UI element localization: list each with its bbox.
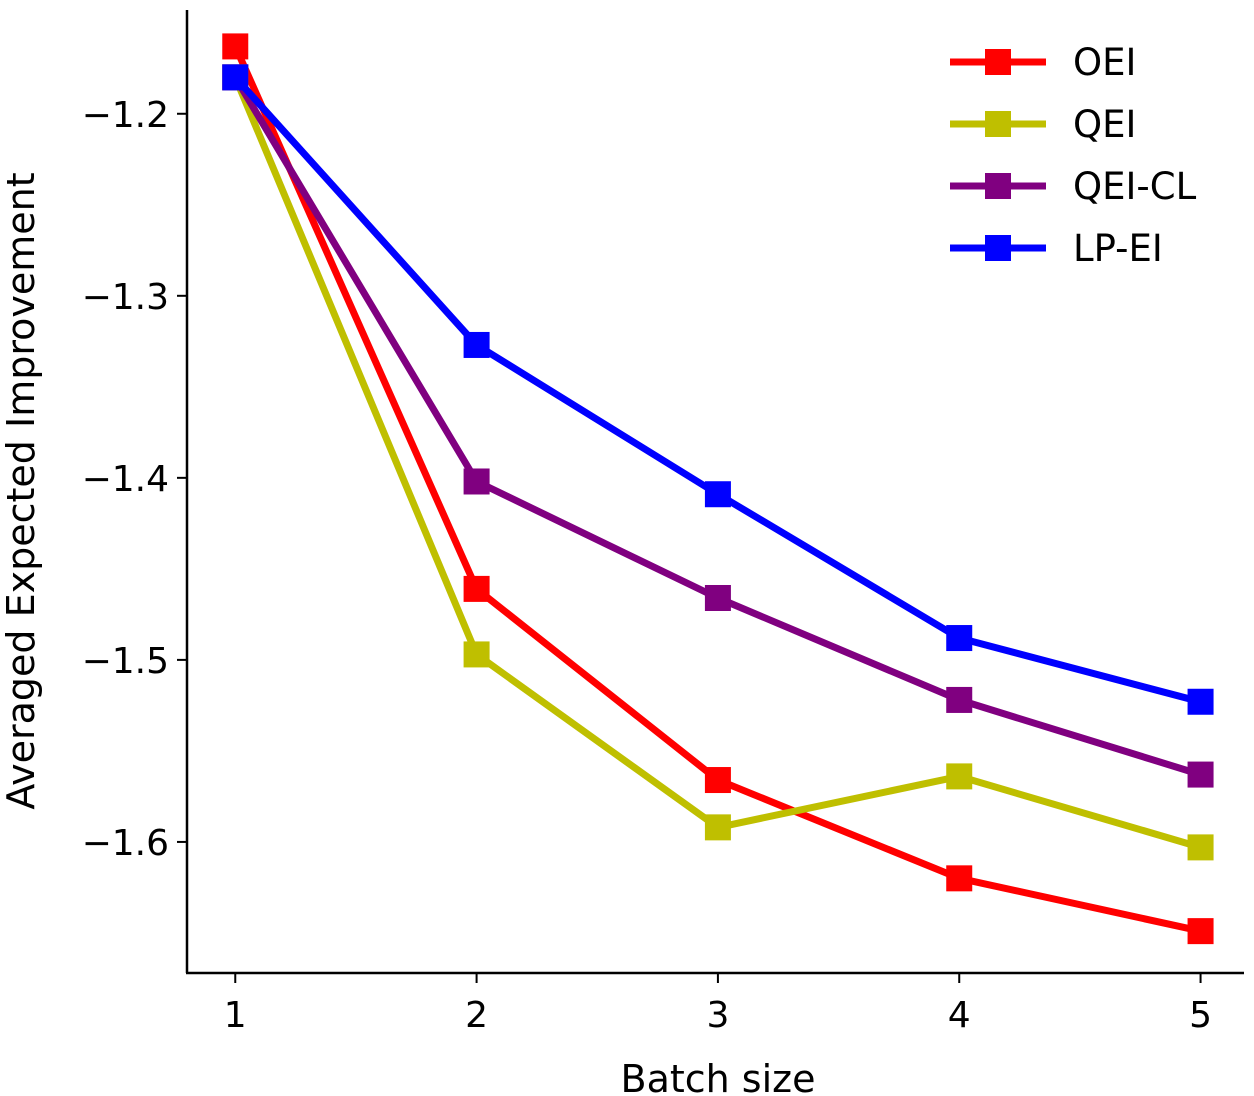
legend-label: QEI-CL <box>1073 165 1197 208</box>
legend-marker <box>985 49 1011 75</box>
data-point <box>946 625 973 652</box>
series-lp-ei <box>222 64 1214 715</box>
data-point <box>222 64 249 91</box>
y-tick-label: −1.6 <box>82 823 169 864</box>
y-tick-label: −1.3 <box>82 277 169 318</box>
legend-entry: LP-EI <box>950 227 1163 270</box>
data-point <box>1187 834 1214 861</box>
data-point <box>704 481 731 508</box>
series-qei <box>222 64 1214 861</box>
x-tick-label: 1 <box>224 995 247 1036</box>
y-axis-label: Averaged Expected Improvement <box>0 172 43 809</box>
y-tick-label: −1.2 <box>82 95 169 136</box>
legend-label: LP-EI <box>1073 227 1163 270</box>
legend-marker <box>985 111 1011 137</box>
axes <box>185 10 1244 975</box>
data-point <box>463 575 490 602</box>
data-point <box>1187 918 1214 945</box>
data-point <box>946 686 973 713</box>
plot-area <box>222 33 1214 945</box>
legend-entry: OEI <box>950 41 1136 84</box>
data-point <box>1187 688 1214 715</box>
data-point <box>222 33 249 60</box>
data-point <box>463 331 490 358</box>
data-point <box>946 763 973 790</box>
data-point <box>704 584 731 611</box>
legend-label: OEI <box>1073 41 1136 84</box>
legend-entry: QEI-CL <box>950 165 1197 208</box>
legend-marker <box>985 173 1011 199</box>
legend: OEI QEI QEI-CL LP-EI <box>950 41 1197 270</box>
data-point <box>704 814 731 841</box>
legend-marker <box>985 235 1011 261</box>
data-point <box>463 641 490 668</box>
x-tick-label: 2 <box>465 995 488 1036</box>
x-tick-label: 4 <box>948 995 971 1036</box>
y-tick-label: −1.5 <box>82 641 169 682</box>
series-qei-cl <box>222 64 1214 788</box>
x-tick-label: 3 <box>706 995 729 1036</box>
data-point <box>946 865 973 892</box>
data-point <box>463 468 490 495</box>
data-point <box>1187 761 1214 788</box>
x-tick-label: 5 <box>1189 995 1212 1036</box>
ticks: 1 2 3 4 5 −1.2 −1.3 −1.4 −1.5 −1.6 <box>82 95 1212 1036</box>
y-tick-label: −1.4 <box>82 459 169 500</box>
legend-entry: QEI <box>950 103 1136 146</box>
data-point <box>704 767 731 794</box>
legend-label: QEI <box>1073 103 1136 146</box>
x-axis-label: Batch size <box>621 1057 816 1096</box>
series-oei <box>222 33 1214 945</box>
